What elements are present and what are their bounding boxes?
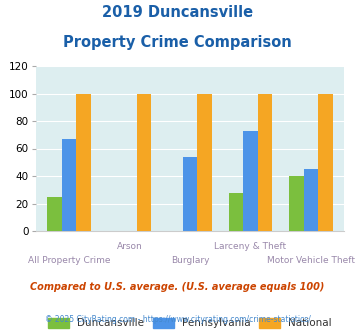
Bar <box>258 93 272 231</box>
Text: Property Crime Comparison: Property Crime Comparison <box>63 35 292 50</box>
Bar <box>318 93 333 231</box>
Bar <box>137 93 151 231</box>
Bar <box>76 93 91 231</box>
Bar <box>197 93 212 231</box>
Bar <box>229 192 243 231</box>
Text: Burglary: Burglary <box>171 256 209 265</box>
Text: Larceny & Theft: Larceny & Theft <box>214 242 286 251</box>
Bar <box>47 197 61 231</box>
Bar <box>289 176 304 231</box>
Text: 2019 Duncansville: 2019 Duncansville <box>102 5 253 20</box>
Text: Arson: Arson <box>116 242 142 251</box>
Legend: Duncansville, Pennsylvania, National: Duncansville, Pennsylvania, National <box>48 317 332 328</box>
Bar <box>61 139 76 231</box>
Text: Motor Vehicle Theft: Motor Vehicle Theft <box>267 256 355 265</box>
Text: © 2025 CityRating.com - https://www.cityrating.com/crime-statistics/: © 2025 CityRating.com - https://www.city… <box>45 315 310 324</box>
Bar <box>183 157 197 231</box>
Text: All Property Crime: All Property Crime <box>28 256 110 265</box>
Bar <box>304 169 318 231</box>
Text: Compared to U.S. average. (U.S. average equals 100): Compared to U.S. average. (U.S. average … <box>30 282 325 292</box>
Bar <box>243 131 258 231</box>
